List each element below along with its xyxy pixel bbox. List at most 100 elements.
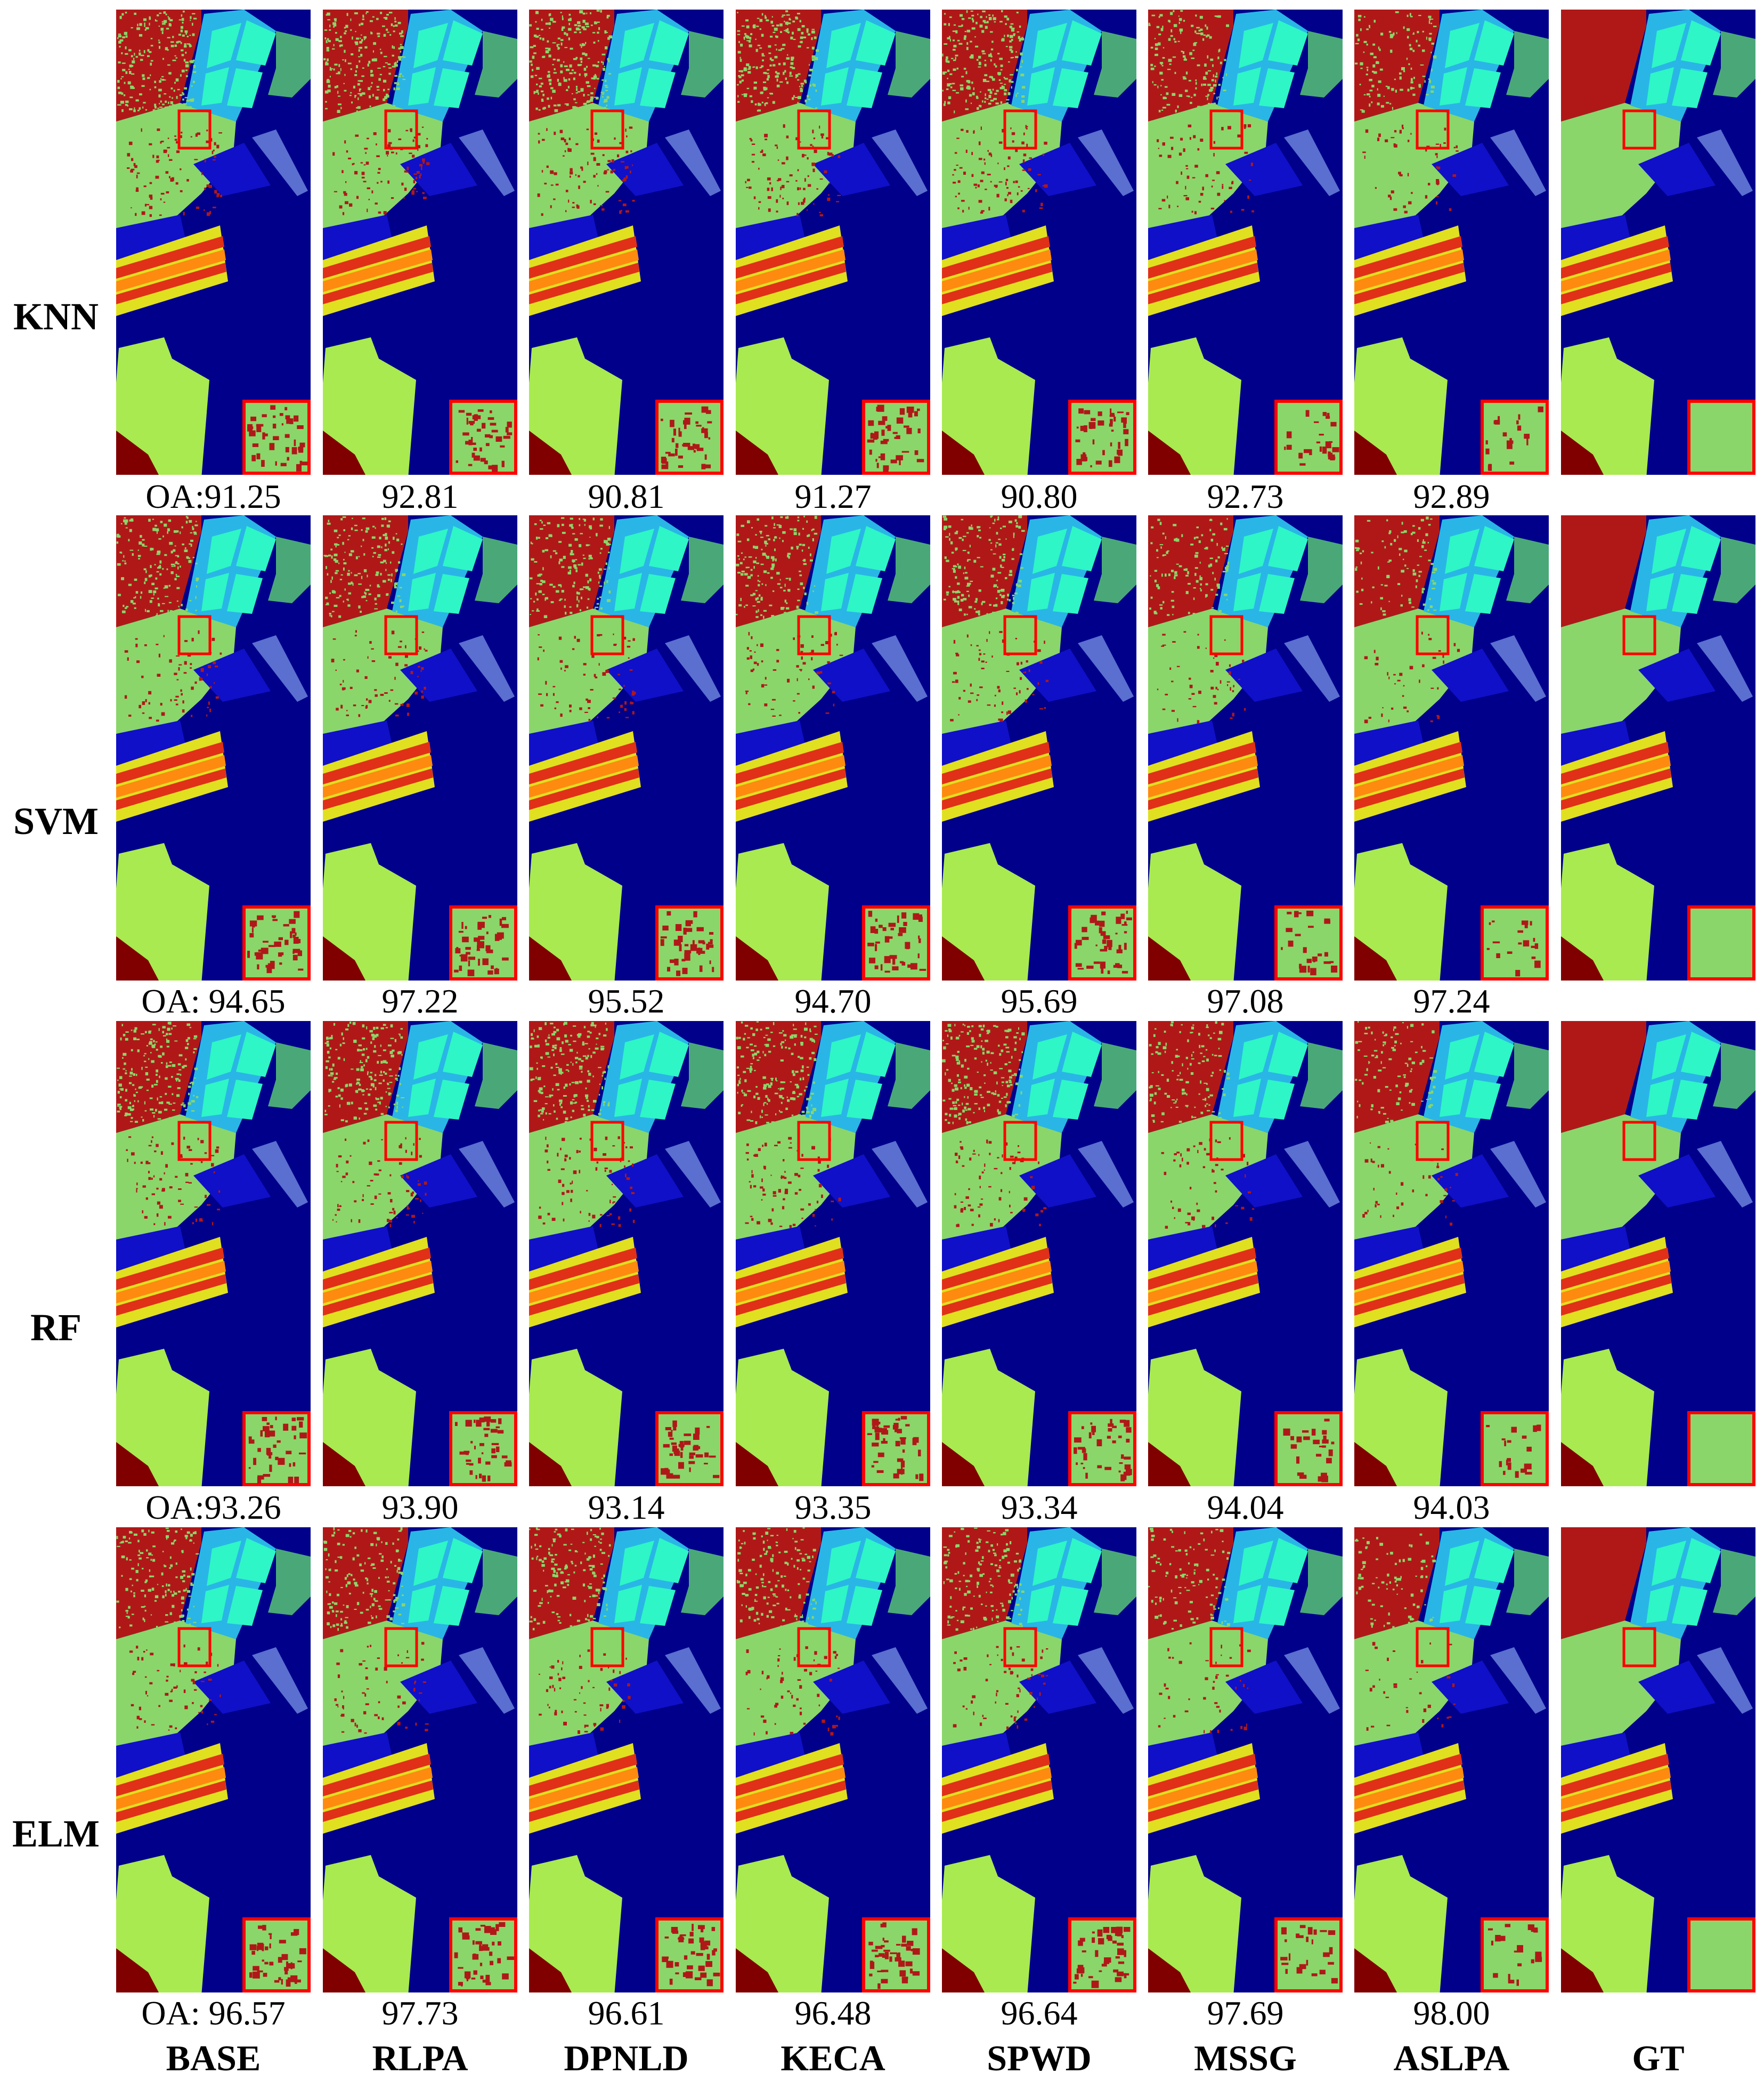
oa-value: 97.08 — [1207, 982, 1284, 1020]
column-label-keca: KECA — [781, 2038, 885, 2078]
column-label-mssg: MSSG — [1194, 2038, 1297, 2078]
classification-map — [1561, 1021, 1755, 1486]
classification-map — [116, 515, 311, 981]
classification-map — [1561, 10, 1755, 475]
oa-value: 92.73 — [1207, 477, 1284, 515]
classification-map-svg — [1561, 1021, 1755, 1486]
column-label-spwd: SPWD — [987, 2038, 1092, 2078]
oa-value: 92.81 — [381, 477, 459, 515]
classification-map-svg — [1148, 1527, 1343, 1992]
classification-map-svg — [529, 1527, 724, 1992]
row-label-svm: SVM — [13, 800, 99, 843]
oa-value: 98.00 — [1413, 1994, 1490, 2032]
oa-value: 94.03 — [1413, 1488, 1490, 1526]
classification-map — [736, 10, 930, 475]
oa-value: 94.70 — [794, 982, 872, 1020]
classification-map-svg — [942, 1021, 1136, 1486]
row-label-rf: RF — [30, 1306, 82, 1349]
classification-map-svg — [736, 1021, 930, 1486]
oa-value: 96.61 — [588, 1994, 665, 2032]
classification-map — [942, 515, 1136, 981]
classification-map — [116, 1527, 311, 1992]
classification-map-svg — [1354, 10, 1549, 475]
oa-value: 91.27 — [794, 477, 872, 515]
classification-map — [1148, 1527, 1343, 1992]
classification-map — [942, 1021, 1136, 1486]
classification-map — [323, 515, 517, 981]
oa-value: 93.14 — [588, 1488, 665, 1526]
classification-map-svg — [529, 1021, 724, 1486]
classification-map — [116, 10, 311, 475]
classification-map — [323, 10, 517, 475]
row-label-knn: KNN — [13, 295, 99, 338]
oa-value: 97.24 — [1413, 982, 1490, 1020]
classification-map — [323, 1527, 517, 1992]
classification-map — [1148, 515, 1343, 981]
classification-map — [736, 1021, 930, 1486]
classification-map — [529, 10, 724, 475]
column-label-base: BASE — [166, 2038, 261, 2078]
classification-map — [116, 1021, 311, 1486]
oa-value: 92.89 — [1413, 477, 1490, 515]
classification-map-svg — [736, 515, 930, 981]
classification-map — [942, 1527, 1136, 1992]
classification-map-svg — [323, 10, 517, 475]
classification-map-svg — [529, 10, 724, 475]
classification-map — [1354, 10, 1549, 475]
classification-map-svg — [736, 1527, 930, 1992]
row-label-elm: ELM — [12, 1812, 100, 1855]
classification-map-svg — [1148, 1021, 1343, 1486]
classification-map — [1354, 1021, 1549, 1486]
classification-map-svg — [116, 515, 311, 981]
classification-map — [529, 515, 724, 981]
classification-map-svg — [942, 515, 1136, 981]
column-label-rlpa: RLPA — [372, 2038, 468, 2078]
classification-map — [1148, 10, 1343, 475]
classification-map-svg — [529, 515, 724, 981]
oa-value: 97.73 — [381, 1994, 459, 2032]
classification-map — [323, 1021, 517, 1486]
oa-value: 93.35 — [794, 1488, 872, 1526]
oa-value: 94.04 — [1207, 1488, 1284, 1526]
column-label-dpnld: DPNLD — [564, 2038, 689, 2078]
oa-value: OA:93.26 — [145, 1488, 281, 1526]
oa-value: 97.69 — [1207, 1994, 1284, 2032]
classification-map-svg — [323, 1021, 517, 1486]
oa-value: 90.81 — [588, 477, 665, 515]
oa-value: OA: 94.65 — [141, 982, 286, 1020]
column-label-gt: GT — [1632, 2038, 1685, 2078]
classification-map-svg — [323, 1527, 517, 1992]
classification-map — [529, 1021, 724, 1486]
classification-map — [1354, 515, 1549, 981]
classification-map — [1561, 1527, 1755, 1992]
classification-map — [942, 10, 1136, 475]
oa-value: OA:91.25 — [145, 477, 281, 515]
classification-map — [736, 515, 930, 981]
classification-map-svg — [116, 1527, 311, 1992]
classification-map-svg — [942, 10, 1136, 475]
column-label-aslpa: ASLPA — [1393, 2038, 1510, 2078]
classification-map-svg — [1561, 1527, 1755, 1992]
oa-value: 90.80 — [1001, 477, 1078, 515]
oa-value: 96.48 — [794, 1994, 872, 2032]
classification-map — [1354, 1527, 1549, 1992]
oa-value: 97.22 — [381, 982, 459, 1020]
oa-value: 93.90 — [381, 1488, 459, 1526]
classification-map-svg — [942, 1527, 1136, 1992]
classification-map-svg — [1561, 515, 1755, 981]
classification-map — [736, 1527, 930, 1992]
classification-map — [529, 1527, 724, 1992]
classification-map-svg — [1354, 1021, 1549, 1486]
classification-map-svg — [116, 10, 311, 475]
classification-map-svg — [1148, 515, 1343, 981]
oa-value: 96.64 — [1001, 1994, 1078, 2032]
classification-map — [1561, 515, 1755, 981]
classification-map-svg — [1354, 1527, 1549, 1992]
classification-map — [1148, 1021, 1343, 1486]
classification-map-svg — [323, 515, 517, 981]
oa-value: 95.69 — [1001, 982, 1078, 1020]
classification-map-svg — [1354, 515, 1549, 981]
classification-map-svg — [1561, 10, 1755, 475]
classification-map-svg — [736, 10, 930, 475]
oa-value: 93.34 — [1001, 1488, 1078, 1526]
